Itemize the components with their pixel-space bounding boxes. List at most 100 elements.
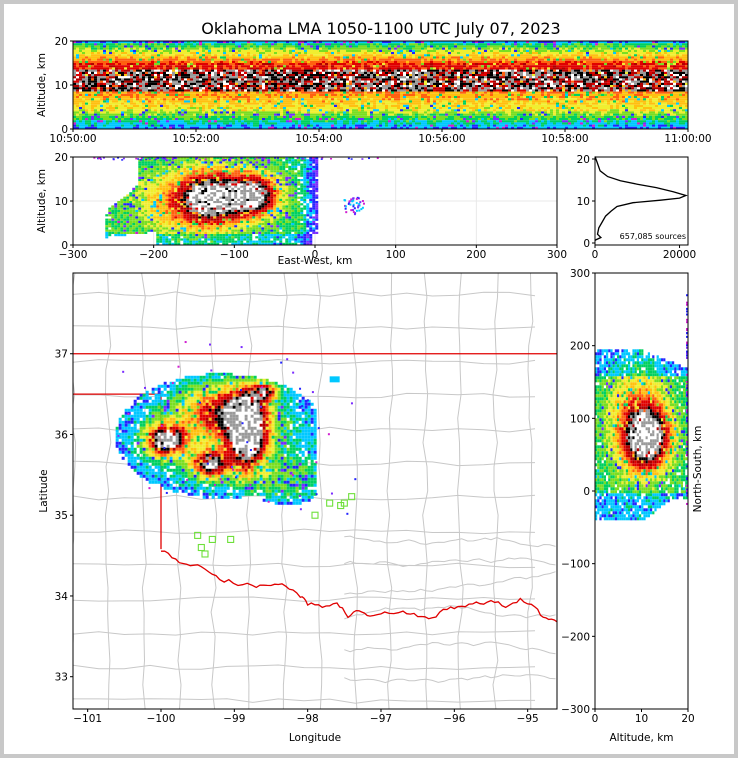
density-cell (172, 405, 176, 409)
density-cell (205, 480, 209, 484)
density-cell (277, 468, 281, 472)
density-cell (211, 444, 215, 448)
density-cell (226, 405, 230, 409)
density-cell (289, 411, 293, 415)
density-cell (196, 432, 200, 436)
density-cell (307, 405, 311, 409)
density-cell (271, 465, 275, 469)
density-cell (160, 471, 164, 475)
density-cell (232, 393, 236, 397)
density-cell (229, 480, 233, 484)
density-cell (310, 477, 314, 481)
density-cell (208, 483, 212, 487)
density-cell (169, 486, 173, 490)
density-cell (178, 381, 182, 385)
density-cell (184, 411, 188, 415)
density-cell (187, 492, 191, 496)
density-cell (196, 435, 200, 439)
density-cell (181, 465, 185, 469)
density-cell (211, 396, 215, 400)
density-cell (271, 459, 275, 463)
density-cell (178, 390, 182, 394)
density-cell (157, 423, 161, 427)
density-cell (217, 480, 221, 484)
density-cell (232, 459, 236, 463)
density-cell (256, 474, 260, 478)
density-cell (208, 426, 212, 430)
density-cell (307, 498, 311, 502)
density-cell (238, 456, 242, 460)
density-cell (247, 390, 251, 394)
density-cell (151, 411, 155, 415)
density-cell (238, 411, 242, 415)
density-cell (187, 456, 191, 460)
density-cell (286, 501, 290, 505)
density-cell (307, 480, 311, 484)
density-cell (235, 441, 239, 445)
density-cell (160, 429, 164, 433)
density-cell (178, 384, 182, 388)
density-cell (304, 480, 308, 484)
density-cell (250, 486, 254, 490)
density-cell (151, 477, 155, 481)
density-cell (277, 489, 281, 493)
density-cell (172, 390, 176, 394)
density-cell (262, 435, 266, 439)
density-cell (160, 432, 164, 436)
density-cell (259, 462, 263, 466)
density-cell (256, 411, 260, 415)
density-cell (205, 414, 209, 418)
density-cell (133, 432, 137, 436)
density-cell (187, 393, 191, 397)
density-cell (262, 474, 266, 478)
y-tick-label: −100 (561, 559, 590, 571)
density-cell (292, 408, 296, 412)
density-cell (268, 474, 272, 478)
density-cell (217, 411, 221, 415)
density-cell (169, 384, 173, 388)
density-cell (214, 432, 218, 436)
density-cell (202, 432, 206, 436)
density-cell (163, 483, 167, 487)
density-cell (259, 480, 263, 484)
density-cell (241, 396, 245, 400)
density-cell (178, 399, 182, 403)
density-cell (148, 474, 152, 478)
time-height-panel: 10:50:00 10:52:00 10:54:00 10:56:00 10:58:00… (36, 36, 712, 145)
density-cell (217, 417, 221, 421)
density-cell (259, 465, 263, 469)
density-cell (232, 396, 236, 400)
density-cell (151, 405, 155, 409)
density-cell (217, 381, 221, 385)
density-cell (235, 393, 239, 397)
density-cell (229, 417, 233, 421)
density-cell (178, 477, 182, 481)
density-cell (199, 474, 203, 478)
density-cell (151, 456, 155, 460)
density-cell (295, 471, 299, 475)
density-cell (124, 408, 128, 412)
density-cell (181, 483, 185, 487)
density-cell (190, 477, 194, 481)
density-cell (136, 444, 140, 448)
density-cell (196, 426, 200, 430)
density-cell (304, 435, 308, 439)
density-cell (298, 399, 302, 403)
density-cell (217, 429, 221, 433)
lma-station-marker (201, 550, 209, 558)
density-cell (286, 435, 290, 439)
density-cell (259, 414, 263, 418)
density-cell (154, 438, 158, 442)
density-cell (259, 483, 263, 487)
county-line (73, 664, 536, 670)
density-cell (247, 486, 251, 490)
density-cell (157, 384, 161, 388)
density-cell (301, 417, 305, 421)
density-cell (223, 474, 227, 478)
density-cell (166, 477, 170, 481)
density-cell (262, 462, 266, 466)
density-cell (271, 420, 275, 424)
density-cell (304, 456, 308, 460)
density-cell (277, 459, 281, 463)
density-cell (235, 414, 239, 418)
